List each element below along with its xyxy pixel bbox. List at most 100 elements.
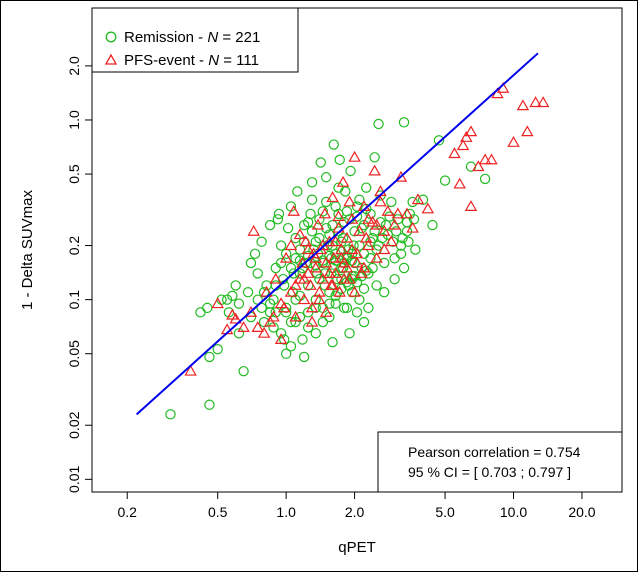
point-remission xyxy=(297,334,308,345)
correlation-box: Pearson correlation = 0.754 95 % CI = [ … xyxy=(377,431,623,493)
point-remission xyxy=(465,161,477,172)
point-remission xyxy=(354,240,365,251)
point-pfs-event xyxy=(329,266,342,278)
x-axis-title: qPET xyxy=(338,539,376,556)
point-remission xyxy=(273,208,285,220)
point-remission xyxy=(306,226,318,237)
legend-marker-pfs-event xyxy=(104,53,118,65)
point-pfs-event xyxy=(311,218,325,230)
y-tick-label: 0.5 xyxy=(66,164,82,184)
point-pfs-event xyxy=(353,224,366,236)
point-pfs-event xyxy=(289,279,302,290)
point-remission xyxy=(165,409,176,420)
point-pfs-event xyxy=(305,315,319,327)
point-remission xyxy=(358,283,370,294)
point-pfs-event xyxy=(309,251,323,263)
point-remission xyxy=(349,226,360,237)
point-remission xyxy=(407,196,418,208)
point-remission xyxy=(275,240,287,251)
point-pfs-event xyxy=(309,261,323,273)
x-tick-label: 0.2 xyxy=(117,504,137,520)
point-pfs-event xyxy=(381,204,395,216)
point-pfs-event xyxy=(421,202,435,214)
point-remission xyxy=(377,232,388,244)
point-remission xyxy=(221,294,233,305)
x-tick-label: 20.0 xyxy=(568,504,595,520)
point-pfs-event xyxy=(323,266,336,278)
point-remission xyxy=(356,222,367,234)
point-pfs-event xyxy=(340,231,354,243)
point-remission xyxy=(288,268,299,279)
point-remission xyxy=(328,139,339,150)
point-remission xyxy=(264,298,276,309)
point-pfs-event xyxy=(411,193,425,205)
point-remission xyxy=(310,294,321,305)
point-pfs-event xyxy=(374,195,387,207)
point-remission xyxy=(278,334,290,345)
point-pfs-event xyxy=(340,261,354,273)
point-remission xyxy=(300,257,311,269)
point-pfs-event xyxy=(251,321,264,332)
legend-label-pfs-event: PFS-event - N = 111 xyxy=(124,52,259,69)
point-remission xyxy=(256,302,267,314)
point-remission xyxy=(369,152,380,163)
point-pfs-event xyxy=(313,293,326,305)
data-points xyxy=(165,81,550,420)
point-pfs-event xyxy=(297,272,311,284)
point-remission xyxy=(285,316,297,328)
point-pfs-event xyxy=(305,301,319,313)
point-remission xyxy=(306,194,318,205)
point-remission xyxy=(204,351,215,363)
point-pfs-event xyxy=(348,285,361,297)
point-remission xyxy=(386,196,397,208)
point-pfs-event xyxy=(293,228,307,240)
point-remission xyxy=(292,186,303,197)
point-pfs-event xyxy=(448,147,461,159)
point-pfs-event xyxy=(359,231,373,243)
legend-label-remission: Remission - N = 221 xyxy=(124,29,260,46)
point-remission xyxy=(272,214,284,225)
point-pfs-event xyxy=(348,150,361,162)
point-remission xyxy=(397,232,408,244)
point-pfs-event xyxy=(464,125,478,137)
point-remission xyxy=(302,216,314,228)
point-remission xyxy=(315,157,326,168)
point-remission xyxy=(242,287,254,298)
point-pfs-event xyxy=(485,153,498,165)
point-pfs-event xyxy=(332,210,345,222)
point-pfs-event xyxy=(536,96,550,108)
point-remission xyxy=(361,182,372,193)
point-pfs-event xyxy=(350,256,364,268)
point-remission xyxy=(227,290,238,302)
point-remission xyxy=(310,236,321,247)
point-pfs-event xyxy=(237,321,250,332)
point-pfs-event xyxy=(456,139,470,151)
y-tick-label: 0.1 xyxy=(66,290,82,310)
point-pfs-event xyxy=(516,99,530,111)
point-pfs-event xyxy=(287,204,300,216)
point-remission xyxy=(256,236,267,247)
point-pfs-event xyxy=(336,175,350,187)
y-tick-label: 0.01 xyxy=(66,465,82,492)
point-remission xyxy=(314,232,325,244)
point-pfs-event xyxy=(274,333,288,345)
point-pfs-event xyxy=(337,272,351,284)
point-remission xyxy=(479,173,491,185)
point-remission xyxy=(270,262,281,274)
point-remission xyxy=(346,287,358,298)
point-remission xyxy=(338,302,350,314)
point-pfs-event xyxy=(318,207,332,219)
point-pfs-event xyxy=(464,200,478,211)
y-tick-label: 0.05 xyxy=(66,340,82,367)
point-pfs-event xyxy=(304,279,317,290)
point-remission xyxy=(252,268,263,279)
point-pfs-event xyxy=(385,235,398,247)
point-pfs-event xyxy=(355,266,368,278)
point-remission xyxy=(204,399,215,410)
point-pfs-event xyxy=(406,221,419,233)
point-pfs-event xyxy=(247,224,260,236)
point-remission xyxy=(332,273,343,285)
point-remission xyxy=(230,280,241,291)
point-pfs-event xyxy=(301,266,315,278)
point-pfs-event xyxy=(301,243,315,255)
